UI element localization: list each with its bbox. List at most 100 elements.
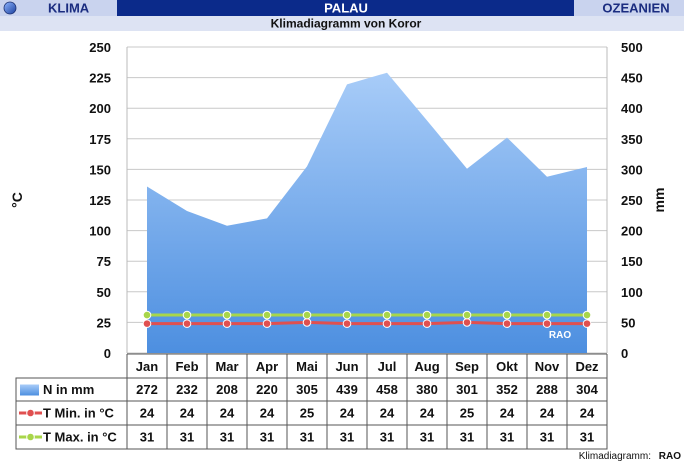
- table-cell: 31: [140, 430, 154, 445]
- right-tick-label: 400: [621, 101, 643, 116]
- table-cell: 288: [536, 382, 558, 397]
- rao-watermark: RAO: [549, 330, 571, 341]
- table-cell: 25: [300, 406, 314, 421]
- klima-tab[interactable]: [0, 0, 117, 16]
- month-label: Feb: [175, 359, 198, 374]
- tmax-point: [582, 310, 592, 320]
- table-cell: 24: [340, 406, 355, 421]
- axis-labels: 0 25 50 75 100 125 150 175 200 225 250 0 50 100 150 200…: [89, 40, 642, 361]
- right-axis-title: mm: [651, 188, 667, 213]
- legend-swatch-marker: [26, 432, 35, 442]
- table-cell: 25: [460, 406, 474, 421]
- right-tick-label: 0: [621, 346, 628, 361]
- tmin-point: [542, 319, 552, 328]
- right-tick-label: 50: [621, 315, 635, 330]
- tmin-point: [462, 318, 472, 327]
- table-cell: 24: [580, 406, 595, 421]
- right-tick-label: 450: [621, 71, 643, 86]
- table-cell: 24: [140, 406, 155, 421]
- table-cell: 305: [296, 382, 318, 397]
- right-tick-label: 100: [621, 285, 643, 300]
- right-tick-label: 250: [621, 193, 643, 208]
- table-cell: 24: [540, 406, 555, 421]
- table-cell: 31: [460, 430, 474, 445]
- table-cell: 24: [260, 406, 275, 421]
- table-cell: 31: [180, 430, 194, 445]
- data-table: Jan Feb Mar Apr Mai Jun Jul Aug Sep Okt Nov Dez N in…: [15, 353, 608, 450]
- table-cell: 272: [136, 382, 158, 397]
- table-cell: 208: [216, 382, 238, 397]
- legend-label: N in mm: [43, 382, 94, 397]
- tmin-point: [142, 319, 152, 328]
- tmax-point: [342, 310, 352, 320]
- tmax-point: [462, 310, 472, 320]
- left-tick-label: 200: [89, 101, 111, 116]
- precipitation-area: [147, 72, 587, 353]
- tmin-point: [382, 319, 392, 328]
- temperature-lines-layer: [142, 310, 592, 328]
- table-cell: 31: [580, 430, 594, 445]
- tmin-point: [262, 319, 272, 328]
- globe-icon: [3, 1, 17, 15]
- chart-subtitle: Klimadiagramm von Koror: [271, 17, 422, 31]
- left-tick-label: 225: [89, 71, 111, 86]
- left-tick-label: 150: [89, 162, 111, 177]
- header-bar: [0, 0, 684, 16]
- table-cell: 31: [500, 430, 514, 445]
- left-tick-label: 125: [89, 193, 111, 208]
- right-tick-label: 350: [621, 132, 643, 147]
- klima-label: KLIMA: [48, 1, 90, 16]
- table-cell: 458: [376, 382, 398, 397]
- tmax-point: [422, 310, 432, 320]
- right-tick-label: 200: [621, 224, 643, 239]
- table-cell: 380: [416, 382, 438, 397]
- table-cell: 24: [380, 406, 395, 421]
- month-label: Dez: [575, 359, 599, 374]
- table-cell: 31: [260, 430, 274, 445]
- table-cell: 439: [336, 382, 358, 397]
- table-cell: 24: [180, 406, 195, 421]
- table-cell: 24: [420, 406, 435, 421]
- tmin-point: [222, 319, 232, 328]
- left-tick-label: 175: [89, 132, 111, 147]
- month-label: Mar: [215, 359, 238, 374]
- month-label: Aug: [414, 359, 439, 374]
- left-tick-label: 50: [97, 285, 111, 300]
- country-label: PALAU: [324, 1, 368, 16]
- table-cell: 24: [500, 406, 515, 421]
- region-tab[interactable]: [574, 0, 684, 16]
- table-cell: 304: [576, 382, 598, 397]
- footer-brand: RAO: [659, 451, 681, 462]
- legend-label: T Max. in °C: [43, 430, 117, 445]
- footer-label: Klimadiagramm:: [579, 451, 651, 462]
- table-cell: 301: [456, 382, 478, 397]
- left-tick-label: 100: [89, 224, 111, 239]
- right-tick-label: 150: [621, 254, 643, 269]
- legend-swatch-marker: [26, 408, 35, 418]
- tmin-point: [302, 318, 312, 327]
- month-label: Jun: [335, 359, 358, 374]
- tmin-point: [422, 319, 432, 328]
- tmin-point: [342, 319, 352, 328]
- tmax-point: [262, 310, 272, 320]
- tmax-point: [382, 310, 392, 320]
- table-cell: 31: [300, 430, 314, 445]
- month-label: Nov: [535, 359, 560, 374]
- tmax-point: [502, 310, 512, 320]
- month-label: Mai: [296, 359, 318, 374]
- month-label: Apr: [256, 359, 278, 374]
- table-cell: 31: [420, 430, 434, 445]
- month-label: Okt: [496, 359, 518, 374]
- month-label: Sep: [455, 359, 479, 374]
- table-cell: 220: [256, 382, 278, 397]
- month-label: Jan: [136, 359, 158, 374]
- right-tick-label: 300: [621, 162, 643, 177]
- table-cell: 352: [496, 382, 518, 397]
- tmax-point: [542, 310, 552, 320]
- region-label: OZEANIEN: [602, 1, 669, 16]
- subtitle-bar: [0, 16, 684, 31]
- tmin-point: [182, 319, 192, 328]
- left-tick-label: 0: [104, 346, 111, 361]
